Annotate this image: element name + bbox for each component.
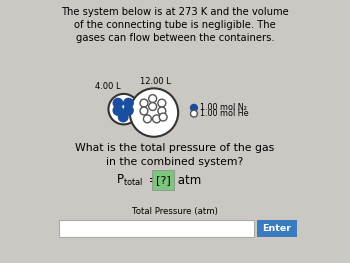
Text: 1.00 mol He: 1.00 mol He (200, 109, 248, 118)
Circle shape (159, 113, 167, 121)
Text: =: = (145, 174, 162, 187)
Text: What is the total pressure of the gas
in the combined system?: What is the total pressure of the gas in… (75, 143, 275, 166)
Circle shape (124, 98, 133, 108)
Circle shape (153, 115, 161, 123)
Text: $\mathregular{P_{total}}$: $\mathregular{P_{total}}$ (116, 173, 144, 188)
Circle shape (190, 104, 197, 111)
Text: 1.00 mol N₂: 1.00 mol N₂ (200, 103, 247, 112)
Circle shape (118, 112, 128, 122)
Circle shape (149, 95, 156, 103)
Text: Total Pressure (atm): Total Pressure (atm) (132, 207, 218, 216)
Text: The system below is at 273 K and the volume
of the connecting tube is negligible: The system below is at 273 K and the vol… (61, 7, 289, 43)
Text: Enter: Enter (262, 224, 292, 233)
Circle shape (113, 98, 122, 108)
Circle shape (158, 99, 166, 107)
FancyBboxPatch shape (59, 220, 254, 237)
Text: 4.00 L: 4.00 L (95, 82, 121, 91)
Text: 12.00 L: 12.00 L (140, 77, 171, 86)
Circle shape (158, 107, 166, 115)
Circle shape (140, 107, 148, 115)
Circle shape (108, 94, 139, 124)
Text: [?]: [?] (156, 175, 170, 185)
Circle shape (190, 110, 197, 117)
Circle shape (140, 99, 148, 107)
Circle shape (113, 106, 122, 115)
FancyBboxPatch shape (152, 170, 174, 190)
Circle shape (130, 88, 178, 137)
Text: atm: atm (174, 174, 201, 187)
Circle shape (149, 103, 156, 110)
FancyBboxPatch shape (257, 220, 297, 237)
Circle shape (144, 115, 151, 123)
Circle shape (124, 106, 133, 115)
